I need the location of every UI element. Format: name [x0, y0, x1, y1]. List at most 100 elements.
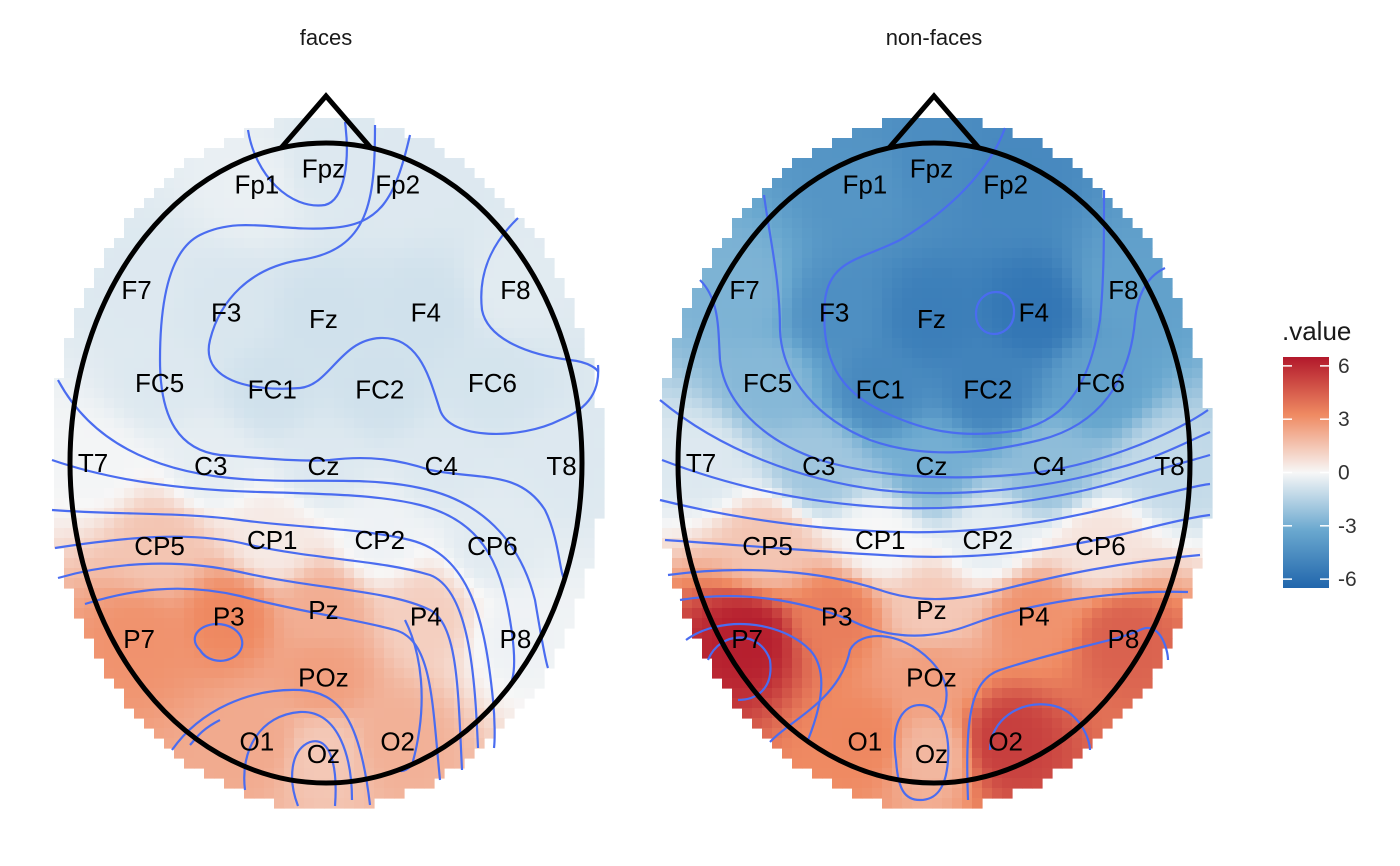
- field-cell: [952, 328, 963, 339]
- field-cell: [144, 278, 155, 289]
- field-cell: [1062, 508, 1073, 519]
- field-cell: [782, 378, 793, 389]
- field-cell: [204, 278, 215, 289]
- field-cell: [662, 418, 673, 429]
- field-cell: [394, 648, 405, 659]
- field-cell: [1072, 238, 1083, 249]
- field-cell: [524, 608, 535, 619]
- field-cell: [244, 758, 255, 769]
- field-cell: [394, 438, 405, 449]
- field-cell: [394, 738, 405, 749]
- field-cell: [204, 628, 215, 639]
- field-cell: [264, 288, 275, 299]
- field-cell: [394, 558, 405, 569]
- field-cell: [204, 188, 215, 199]
- field-cell: [842, 528, 853, 539]
- field-cell: [394, 318, 405, 329]
- field-cell: [464, 298, 475, 309]
- field-cell: [244, 438, 255, 449]
- field-cell: [682, 348, 693, 359]
- field-cell: [444, 688, 455, 699]
- field-cell: [214, 218, 225, 229]
- field-cell: [324, 148, 335, 159]
- field-cell: [164, 488, 175, 499]
- field-cell: [792, 328, 803, 339]
- panel-title-non-faces: non-faces: [886, 25, 983, 50]
- field-cell: [762, 358, 773, 369]
- field-cell: [54, 418, 65, 429]
- field-cell: [922, 198, 933, 209]
- field-cell: [424, 228, 435, 239]
- field-cell: [842, 408, 853, 419]
- field-cell: [762, 298, 773, 309]
- field-cell: [124, 498, 135, 509]
- field-cell: [224, 658, 235, 669]
- field-cell: [194, 518, 205, 529]
- field-cell: [184, 468, 195, 479]
- field-cell: [204, 608, 215, 619]
- field-cell: [1172, 388, 1183, 399]
- field-cell: [692, 508, 703, 519]
- field-cell: [832, 538, 843, 549]
- field-cell: [164, 528, 175, 539]
- field-cell: [1082, 268, 1093, 279]
- field-cell: [304, 398, 315, 409]
- field-cell: [184, 398, 195, 409]
- contour-line: [51, 458, 516, 681]
- field-cell: [962, 378, 973, 389]
- field-cell: [1122, 518, 1133, 529]
- field-cell: [424, 768, 435, 779]
- field-cell: [364, 408, 375, 419]
- field-cell: [1072, 188, 1083, 199]
- field-cell: [1012, 138, 1023, 149]
- field-cell: [504, 618, 515, 629]
- field-cell: [124, 638, 135, 649]
- field-cell: [852, 398, 863, 409]
- field-cell: [224, 238, 235, 249]
- field-cell: [354, 458, 365, 469]
- field-cell: [284, 438, 295, 449]
- field-cell: [594, 408, 605, 419]
- field-cell: [692, 458, 703, 469]
- field-cell: [514, 378, 525, 389]
- field-cell: [992, 208, 1003, 219]
- field-cell: [902, 388, 913, 399]
- field-cell: [534, 438, 545, 449]
- field-cell: [494, 398, 505, 409]
- field-cell: [872, 488, 883, 499]
- field-cell: [274, 318, 285, 329]
- field-cell: [1042, 278, 1053, 289]
- electrode-label-p4: P4: [410, 602, 442, 632]
- field-cell: [1072, 368, 1083, 379]
- field-cell: [184, 528, 195, 539]
- field-cell: [444, 608, 455, 619]
- field-cell: [184, 718, 195, 729]
- field-cell: [484, 228, 495, 239]
- field-cell: [374, 638, 385, 649]
- field-cell: [374, 158, 385, 169]
- field-cell: [742, 418, 753, 429]
- field-cell: [384, 348, 395, 359]
- field-cell: [154, 538, 165, 549]
- field-cell: [1042, 228, 1053, 239]
- field-cell: [1002, 328, 1013, 339]
- field-cell: [204, 148, 215, 159]
- field-cell: [792, 338, 803, 349]
- contour-line: [158, 134, 567, 580]
- field-cell: [104, 668, 115, 679]
- field-cell: [852, 298, 863, 309]
- field-cell: [124, 338, 135, 349]
- field-cell: [1022, 318, 1033, 329]
- field-cell: [474, 588, 485, 599]
- field-cell: [94, 368, 105, 379]
- field-cell: [1042, 288, 1053, 299]
- field-cell: [1072, 478, 1083, 489]
- field-cell: [434, 628, 445, 639]
- field-cell: [334, 318, 345, 329]
- field-cell: [1132, 268, 1143, 279]
- field-cell: [274, 418, 285, 429]
- field-cell: [414, 558, 425, 569]
- field-cell: [1092, 308, 1103, 319]
- field-cell: [364, 718, 375, 729]
- field-cell: [712, 258, 723, 269]
